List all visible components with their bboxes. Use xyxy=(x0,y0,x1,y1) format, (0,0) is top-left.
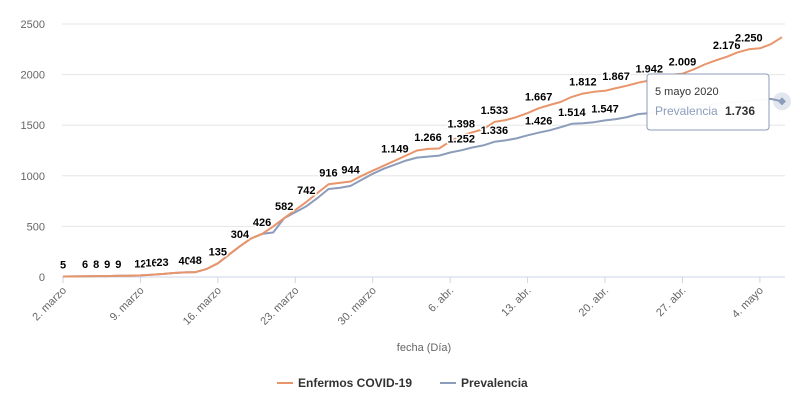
y-axis-ticks: 0 500 1000 1500 2000 2500 xyxy=(21,19,45,284)
data-label: 1.942 xyxy=(635,63,663,75)
x-tick-label: 20. abr. xyxy=(577,285,611,319)
series-lines xyxy=(62,36,783,278)
legend-item-enfermos[interactable]: Enfermos COVID-19 xyxy=(277,376,412,390)
data-label: 916 xyxy=(319,167,337,179)
data-label: 40 xyxy=(179,255,191,267)
y-tick-label: 1500 xyxy=(21,120,45,132)
data-label: 426 xyxy=(253,217,271,229)
legend-item-prevalencia[interactable]: Prevalencia xyxy=(440,376,528,390)
hover-marker xyxy=(773,92,791,111)
x-tick-label: 30. marzo xyxy=(336,285,379,328)
data-label: 12 xyxy=(134,258,146,270)
data-label: 742 xyxy=(297,185,315,197)
tooltip-box xyxy=(646,73,770,131)
x-tick-label: 6. abr. xyxy=(426,285,456,315)
data-label: 135 xyxy=(209,246,227,258)
data-label: 1.547 xyxy=(591,103,619,115)
data-label: 1.336 xyxy=(481,125,509,137)
tooltip-date: 5 mayo 2020 xyxy=(655,86,719,98)
data-label: 6 xyxy=(82,259,88,271)
x-axis-title: fecha (Día) xyxy=(397,342,451,354)
data-label: 16 xyxy=(145,258,157,270)
data-label: 1.867 xyxy=(602,71,630,83)
data-label: 1.266 xyxy=(414,132,442,144)
tooltip-value: 1.736 xyxy=(725,104,755,118)
y-tick-label: 2500 xyxy=(21,19,45,31)
data-label: 1.398 xyxy=(447,119,475,131)
data-label: 1.667 xyxy=(525,91,553,103)
x-tick-label: 27. abr. xyxy=(654,285,688,319)
data-label: 23 xyxy=(156,257,168,269)
data-label: 304 xyxy=(231,229,250,241)
x-tick-label: 13. abr. xyxy=(499,285,533,319)
data-label: 1.252 xyxy=(447,133,475,145)
data-label: 1.812 xyxy=(569,77,597,89)
x-tick-label: 23. marzo xyxy=(258,285,301,328)
data-label: 8 xyxy=(93,259,99,271)
data-label: 1.514 xyxy=(558,107,586,119)
legend-label-prevalencia: Prevalencia xyxy=(461,376,528,390)
data-label: 1.149 xyxy=(381,144,409,156)
data-label: 48 xyxy=(190,255,202,267)
data-label: 944 xyxy=(341,164,360,176)
legend: Enfermos COVID-19 Prevalencia xyxy=(277,376,528,390)
x-tick-label: 9. marzo xyxy=(108,285,147,324)
x-tick-label: 2. marzo xyxy=(30,285,69,324)
tooltip-series-name: Prevalencia xyxy=(655,104,718,118)
legend-label-enfermos: Enfermos COVID-19 xyxy=(298,376,412,390)
data-label: 5 xyxy=(60,259,66,271)
y-tick-label: 500 xyxy=(27,221,45,233)
y-tick-label: 2000 xyxy=(21,70,45,82)
data-label: 582 xyxy=(275,201,293,213)
hover-point[interactable] xyxy=(778,97,786,106)
data-label: 9 xyxy=(115,259,121,271)
y-tick-label: 1000 xyxy=(21,171,45,183)
data-label: 1.533 xyxy=(481,105,509,117)
tooltip: 5 mayo 2020 Prevalencia 1.736 xyxy=(646,73,770,131)
data-label: 9 xyxy=(104,259,110,271)
y-tick-label: 0 xyxy=(39,272,45,284)
data-label: 2.176 xyxy=(713,40,741,52)
data-label: 2.250 xyxy=(735,32,763,44)
x-tick-label: 16. marzo xyxy=(181,285,224,328)
x-tick-label: 4. mayo xyxy=(730,285,766,321)
data-label: 1.426 xyxy=(525,116,553,128)
data-label: 2.009 xyxy=(669,57,697,69)
x-axis-ticks: 2. marzo 9. marzo 16. marzo 23. marzo 30. ma… xyxy=(30,277,766,328)
